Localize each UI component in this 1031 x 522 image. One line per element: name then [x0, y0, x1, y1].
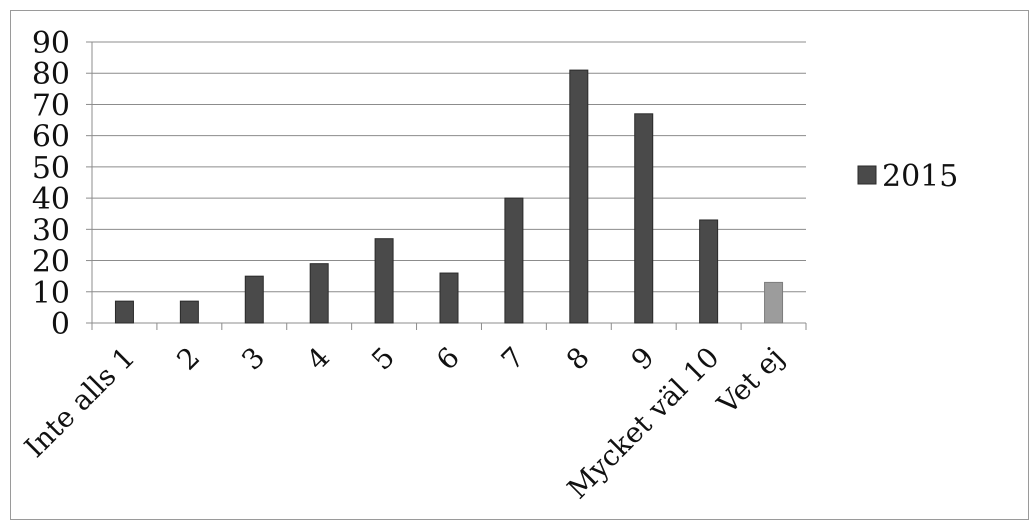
x-category-label: Inte alls 1	[18, 341, 141, 464]
x-category-label: 3	[235, 341, 271, 377]
bar-3	[244, 275, 264, 324]
y-tick-label: 60	[32, 120, 70, 155]
x-category-label: 9	[625, 341, 661, 377]
bar-7	[504, 197, 524, 324]
bar-5	[374, 238, 394, 324]
y-tick-label: 20	[32, 245, 70, 280]
y-tick-label: 70	[32, 88, 70, 123]
y-tick-label: 50	[32, 151, 70, 186]
y-tick-label: 90	[32, 26, 70, 61]
bar-11	[764, 281, 784, 324]
y-tick-label: 40	[32, 182, 70, 217]
y-tick-label: 80	[32, 57, 70, 92]
y-tick-label: 30	[32, 213, 70, 248]
bar-10	[699, 219, 719, 324]
x-category-label: Vet ej	[710, 341, 790, 421]
x-category-label: 2	[170, 341, 206, 377]
x-category-label: 7	[495, 341, 531, 377]
bar-2	[179, 300, 199, 324]
y-tick-label: 0	[51, 307, 70, 342]
x-category-label: 5	[365, 341, 401, 377]
legend-label: 2015	[882, 159, 958, 194]
bar-9	[634, 113, 654, 324]
x-category-label: 6	[430, 341, 466, 377]
y-tick-label: 10	[32, 276, 70, 311]
bar-8	[569, 69, 589, 324]
x-category-label: 8	[560, 341, 596, 377]
bar-4	[309, 263, 329, 324]
x-category-label: 4	[300, 341, 336, 377]
bar-6	[439, 272, 459, 324]
legend-swatch	[857, 165, 877, 185]
bar-1	[114, 300, 134, 324]
